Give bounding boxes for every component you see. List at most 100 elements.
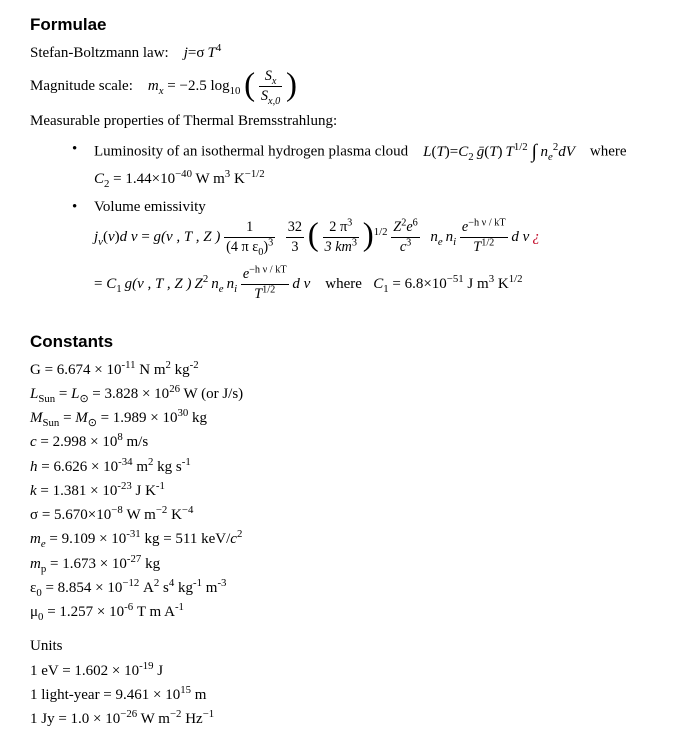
page: Formulae Stefan-Boltzmann law: j=σ T4 Ma… [0, 0, 685, 753]
f3-num: 2 π [329, 219, 347, 235]
frac-1: 1 (4 π ε0)3 [224, 218, 275, 257]
g-args2: (ν , T , Z ) [132, 276, 191, 292]
sym-S-num: S [265, 68, 272, 84]
sym-S-den: S [261, 88, 268, 104]
c2-u: W m [192, 171, 225, 187]
sym-nu: ν [108, 229, 115, 245]
f2-den: 3 [286, 237, 304, 257]
exp-Z2b: 2 [203, 273, 208, 285]
where-label: where [590, 144, 627, 160]
sym-T: T [436, 144, 444, 160]
eq3: = [94, 276, 102, 292]
sub-e2: e [438, 236, 443, 248]
f3-num-e: 3 [347, 217, 352, 228]
f3-den-e: 3 [352, 237, 357, 248]
sym-Z2: Z [194, 276, 202, 292]
unit-2: 1 Jy = 1.0 × 10−26 W m−2 Hz−1 [30, 709, 659, 729]
sym-C: C [458, 144, 468, 160]
units-heading: Units [30, 636, 659, 656]
luminosity-bullet: Luminosity of an isothermal hydrogen pla… [72, 139, 659, 190]
sym-T2: T [489, 144, 497, 160]
magnitude-line: Magnitude scale: mx = −2.5 log10 ( Sx Sx… [30, 67, 659, 106]
sub-1b: 1 [383, 283, 388, 295]
f2-num: 32 [286, 218, 304, 237]
const-9: ε0 = 8.854 × 10−12 A2 s4 kg-1 m-3 [30, 578, 659, 598]
constants-heading: Constants [30, 331, 659, 354]
sym-dnu: d ν [120, 229, 138, 245]
unit-0: 1 eV = 1.602 × 10-19 J [30, 661, 659, 681]
f3-den: 3 km [325, 239, 352, 255]
volume-label: Volume emissivity [94, 199, 206, 215]
exp-c3: 3 [406, 237, 411, 248]
sub-x0-den: x,0 [268, 96, 280, 107]
sym-gbar: ḡ [477, 144, 485, 160]
frac-4: Z2e6 c3 [391, 218, 420, 257]
eq2: = [141, 229, 149, 245]
sym-Td: T [473, 239, 481, 255]
c2-u2: −1/2 [245, 168, 265, 180]
mag-eq: = −2.5 log [167, 78, 229, 94]
sym-ni: n [446, 229, 454, 245]
exp-hvkt2: −h ν / kT [249, 264, 286, 275]
frac-2: 32 3 [286, 218, 304, 257]
sym-C2: C [94, 171, 104, 187]
c2-line: C2 = 1.44×10−40 W m3 K−1/2 [94, 169, 659, 189]
c1-u2l: K [494, 276, 509, 292]
g-args: (ν , T , Z ) [161, 229, 220, 245]
sym-C1b: C [373, 276, 383, 292]
exp-Thalf: 1/2 [481, 237, 494, 248]
sym-dnu3: d ν [292, 276, 310, 292]
sym-ne: n [430, 229, 438, 245]
const-8: mp = 1.673 × 10-27 kg [30, 554, 659, 574]
eq: = [450, 144, 458, 160]
exp-4: 4 [216, 42, 221, 54]
const-1: LSun = L⊙ = 3.828 × 1026 W (or J/s) [30, 384, 659, 404]
sub-i2: i [234, 283, 237, 295]
f1-den-a: (4 π ε [226, 239, 258, 255]
luminosity-text: Luminosity of an isothermal hydrogen pla… [94, 144, 408, 160]
exp-half2: 1/2 [374, 226, 388, 238]
frac-3: 2 π3 3 km3 [323, 218, 359, 257]
const-2: MSun = M⊙ = 1.989 × 1030 kg [30, 408, 659, 428]
f1-den-c: 3 [268, 237, 273, 248]
c1-u: J m [464, 276, 489, 292]
const-4: h = 6.626 × 10-34 m2 kg s-1 [30, 457, 659, 477]
stefan-boltzmann-line: Stefan-Boltzmann law: j=σ T4 [30, 43, 659, 63]
frac-5: e−h ν / kT T1/2 [460, 218, 508, 257]
sym-T: T [207, 45, 215, 61]
frac-Sx: Sx Sx,0 [259, 67, 282, 106]
c2-exp: −40 [175, 168, 192, 180]
sym-dV: dV [558, 144, 575, 160]
trail-i: ¿ [532, 229, 540, 245]
sym-n: n [541, 144, 549, 160]
exp-e6: 6 [413, 217, 418, 228]
sym-T3: T [506, 144, 514, 160]
exp-hvkt: −h ν / kT [468, 217, 505, 228]
frac-6: e−h ν / kT T1/2 [241, 265, 289, 304]
const-5: k = 1.381 × 10-23 J K-1 [30, 481, 659, 501]
c2-u2l: K [230, 171, 245, 187]
sub-e3: e [219, 283, 224, 295]
sub-2b: 2 [104, 178, 109, 190]
where2: where [325, 276, 362, 292]
log-base: 10 [230, 85, 241, 97]
sym-Td2: T [254, 286, 262, 302]
sym-ni2: n [227, 276, 235, 292]
sym-ne2: n [211, 276, 219, 292]
c2-val: = 1.44×10 [113, 171, 175, 187]
c1-u2: 1/2 [509, 273, 523, 285]
c1-val: = 6.8×10 [392, 276, 446, 292]
sym-C1: C [106, 276, 116, 292]
volume-line2: = C1 g(ν , T , Z ) Z2 ne ni e−h ν / kT T… [94, 265, 659, 304]
f1-num: 1 [224, 218, 275, 237]
const-6: σ = 5.670×10−8 W m−2 K−4 [30, 505, 659, 525]
const-0: G = 6.674 × 10-11 N m2 kg-2 [30, 360, 659, 380]
sub-x-num: x [272, 76, 277, 87]
sym-m: m [148, 78, 159, 94]
stefan-label: Stefan-Boltzmann law: [30, 45, 169, 61]
c1-exp: −51 [447, 273, 464, 285]
sigma: σ [196, 45, 204, 61]
const-3: c = 2.998 × 108 m/s [30, 432, 659, 452]
sym-g: g [154, 229, 162, 245]
volume-emissivity-bullet: Volume emissivity jν(ν)d ν = g(ν , T , Z… [72, 197, 659, 257]
